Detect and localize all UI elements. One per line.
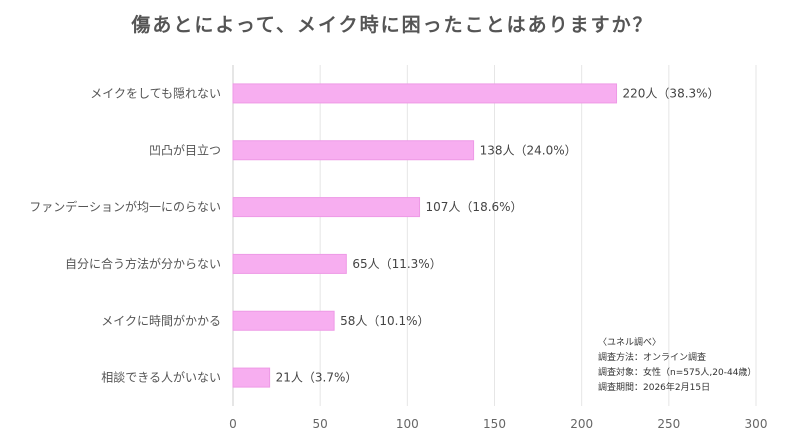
note-source: 〈ユネル調べ〉 [598,338,662,348]
note-target: 調査対象：女性（n=575人,20-44歳） [598,368,757,378]
category-label: 凹凸が目立つ [149,142,221,157]
note-method: 調査方法：オンライン調査 [598,353,707,363]
bar [232,253,347,274]
bar [232,83,618,104]
data-label: 138人（24.0%） [480,143,577,157]
data-label: 65人（11.3%） [352,257,441,271]
note-period: 調査期間：2026年2月15日 [598,383,711,393]
data-label: 58人（10.1%） [340,314,429,328]
chart-title: 傷あとによって、メイク時に困ったことはありますか？ [131,14,654,36]
category-label: メイクをしても隠れない [90,86,221,100]
x-tick-label: 300 [745,417,768,431]
category-label: ファンデーションが均一にのらない [29,199,221,214]
x-tick-label: 250 [657,417,680,431]
category-label: メイクに時間がかかる [101,313,221,328]
bar [232,140,475,161]
bar [232,197,421,218]
x-tick-label: 200 [570,417,593,431]
data-label: 21人（3.7%） [276,371,358,385]
x-tick-label: 0 [229,417,237,431]
x-tick-label: 150 [483,417,506,431]
bar [232,367,271,388]
data-label: 107人（18.6%） [426,200,523,214]
category-label: 自分に合う方法が分からない [65,256,221,271]
data-label: 220人（38.3%） [623,86,720,100]
category-label: 相談できる人がいない [101,370,221,385]
survey-note: 〈ユネル調べ〉 調査方法：オンライン調査 調査対象：女性（n=575人,20-4… [598,336,756,396]
x-tick-label: 50 [313,417,328,431]
bar [232,310,335,331]
x-tick-label: 100 [396,417,419,431]
